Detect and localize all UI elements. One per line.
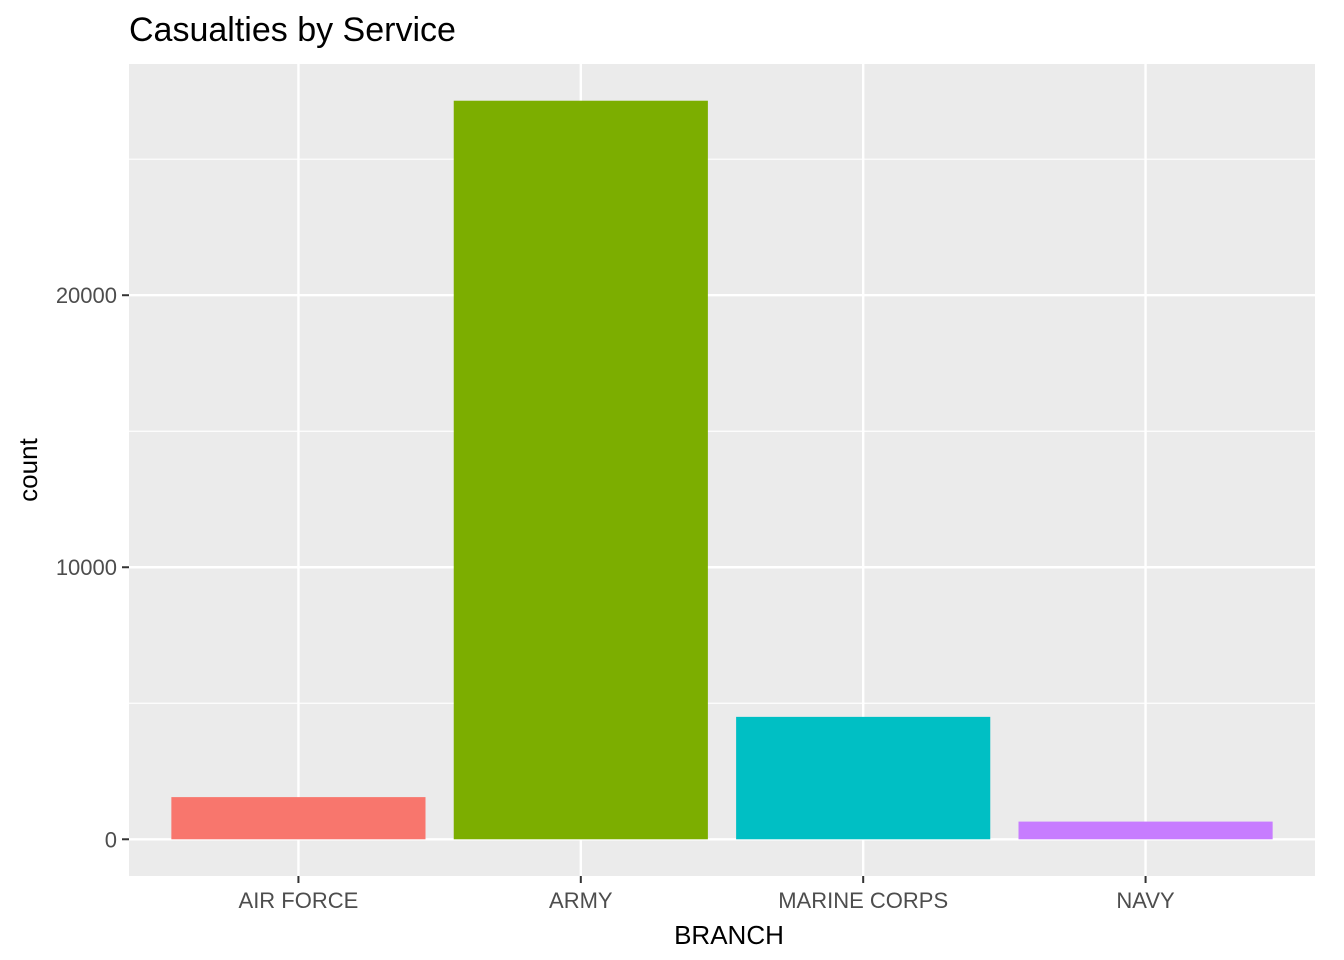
y-tick-label: 20000 [56, 283, 117, 308]
y-axis: 0 10000 20000 [56, 283, 129, 852]
y-tick-label: 10000 [56, 555, 117, 580]
chart-title: Casualties by Service [129, 11, 456, 49]
y-axis-title: count [13, 437, 43, 501]
minor-gridlines [129, 158, 1315, 704]
plot-panel [129, 64, 1315, 876]
x-tick-label: AIR FORCE [239, 888, 359, 913]
x-tick-label: MARINE CORPS [778, 888, 948, 913]
x-axis-title: BRANCH [674, 920, 784, 950]
x-axis: AIR FORCE ARMY MARINE CORPS NAVY [239, 876, 1175, 913]
x-tick-label: ARMY [549, 888, 613, 913]
bars [171, 100, 1273, 840]
bar [736, 716, 991, 840]
bar [171, 797, 426, 840]
bar [453, 100, 708, 840]
bar [1018, 821, 1273, 840]
x-tick-label: NAVY [1116, 888, 1175, 913]
y-tick-label: 0 [105, 827, 117, 852]
